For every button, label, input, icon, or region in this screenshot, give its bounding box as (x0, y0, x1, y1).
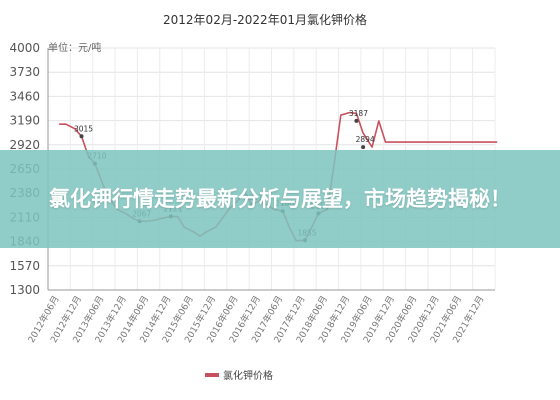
y-tick-label: 3730 (9, 65, 40, 79)
legend: 氯化钾价格 (205, 369, 273, 382)
data-point-marker (79, 134, 84, 139)
y-tick-label: 3460 (9, 89, 40, 103)
y-tick-label: 3190 (9, 114, 40, 128)
y-tick-label: 1300 (9, 283, 40, 297)
chart-title: 2012年02月-2022年01月氯化钾价格 (163, 12, 367, 27)
unit-label: 单位：元/吨 (48, 41, 101, 54)
legend-swatch (205, 373, 219, 377)
y-tick-label: 2920 (9, 138, 40, 152)
legend-label: 氯化钾价格 (223, 369, 273, 382)
headline-text: 氯化钾行情走势最新分析与展望，市场趋势揭秘！ (49, 186, 511, 211)
data-label: 3187 (349, 109, 368, 118)
data-point-marker (354, 118, 359, 123)
data-label: 2894 (356, 135, 375, 144)
data-label: 3015 (74, 124, 93, 133)
data-point-marker (361, 145, 366, 150)
y-tick-label: 4000 (9, 41, 40, 55)
y-tick-label: 1570 (9, 259, 40, 273)
headline-banner: 氯化钾行情走势最新分析与展望，市场趋势揭秘！ (0, 150, 560, 248)
